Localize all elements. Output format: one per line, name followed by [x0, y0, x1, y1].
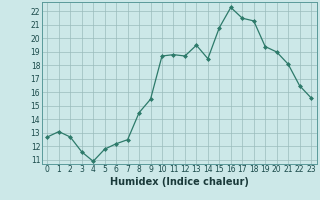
X-axis label: Humidex (Indice chaleur): Humidex (Indice chaleur): [110, 177, 249, 187]
